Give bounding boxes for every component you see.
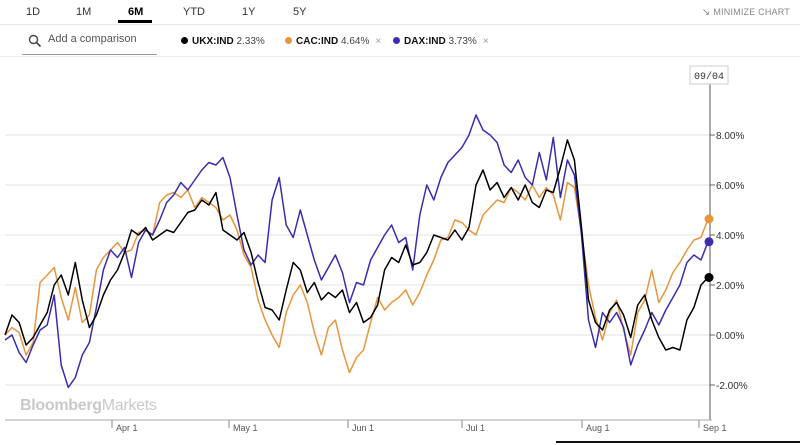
tab-1d[interactable]: 1D xyxy=(26,6,41,18)
x-tick-label: Aug 1 xyxy=(586,423,610,433)
legend-ticker: DAX:IND xyxy=(404,36,446,47)
tab-1m[interactable]: 1M xyxy=(76,6,92,18)
legend-change: 4.64% xyxy=(341,36,370,47)
y-tick-label: -2.00% xyxy=(716,381,748,392)
search-input[interactable] xyxy=(48,33,153,45)
end-marker-ukx xyxy=(704,273,714,282)
series-dot-icon xyxy=(181,37,188,44)
active-tab-indicator xyxy=(118,20,152,23)
y-tick-label: 4.00% xyxy=(716,231,744,242)
search-icon xyxy=(28,34,42,48)
legend-change: 3.73% xyxy=(448,36,477,47)
end-marker-cac xyxy=(704,214,714,224)
series-line-dax xyxy=(4,114,709,389)
legend-item-cac: CAC:IND 4.64% × xyxy=(285,36,381,47)
minimize-icon: ↘ xyxy=(701,7,711,18)
series-lines xyxy=(4,114,709,389)
series-line-ukx xyxy=(4,139,709,351)
legend-change: 2.33% xyxy=(236,36,265,47)
x-tick-label: May 1 xyxy=(233,423,258,433)
legend-item-ukx: UKX:IND 2.33% xyxy=(181,36,265,47)
end-marker-dax xyxy=(704,237,714,247)
x-tick-label: Jul 1 xyxy=(466,423,485,433)
minimize-chart-button[interactable]: ↘ MINIMIZE CHART xyxy=(702,7,790,18)
legend-ticker: UKX:IND xyxy=(192,36,234,47)
x-tick-label: Apr 1 xyxy=(116,423,138,433)
comparison-search xyxy=(22,30,157,55)
y-tick-label: 2.00% xyxy=(716,281,744,292)
series-dot-icon xyxy=(285,37,292,44)
legend-divider xyxy=(0,56,800,57)
legend-item-dax: DAX:IND 3.73% × xyxy=(393,36,489,47)
tab-1y[interactable]: 1Y xyxy=(242,6,256,18)
tab-5y[interactable]: 5Y xyxy=(293,6,307,18)
date-marker-label: 09/04 xyxy=(694,71,724,83)
y-axis: 8.00% 6.00% 4.00% 2.00% 0.00% -2.00% 09/04 xyxy=(689,65,748,420)
series-dot-icon xyxy=(393,37,400,44)
tab-divider xyxy=(0,24,800,25)
date-marker-box xyxy=(689,65,729,85)
gridlines xyxy=(5,134,712,386)
series-line-cac xyxy=(4,181,709,374)
range-tabs: 1D 1M 6M YTD 1Y 5Y ↘ MINIMIZE CHART xyxy=(0,0,800,24)
y-tick-label: 8.00% xyxy=(716,131,744,142)
y-tick-label: 6.00% xyxy=(716,181,744,192)
x-tick-label: Jun 1 xyxy=(352,423,374,433)
x-tick-label: Sep 1 xyxy=(703,423,727,433)
remove-dax-icon[interactable]: × xyxy=(482,36,489,47)
tab-6m[interactable]: 6M xyxy=(128,6,144,18)
end-markers xyxy=(704,214,714,282)
x-axis: Apr 1 May 1 Jun 1 Jul 1 Aug 1 Sep 1 xyxy=(5,419,800,443)
bloomberg-markets-logo: BloombergMarkets xyxy=(20,397,157,414)
legend-ticker: CAC:IND xyxy=(296,36,339,47)
tab-ytd[interactable]: YTD xyxy=(183,6,205,18)
y-tick-label: 0.00% xyxy=(716,331,744,342)
remove-cac-icon[interactable]: × xyxy=(375,36,382,47)
minimize-label: MINIMIZE CHART xyxy=(713,7,790,17)
